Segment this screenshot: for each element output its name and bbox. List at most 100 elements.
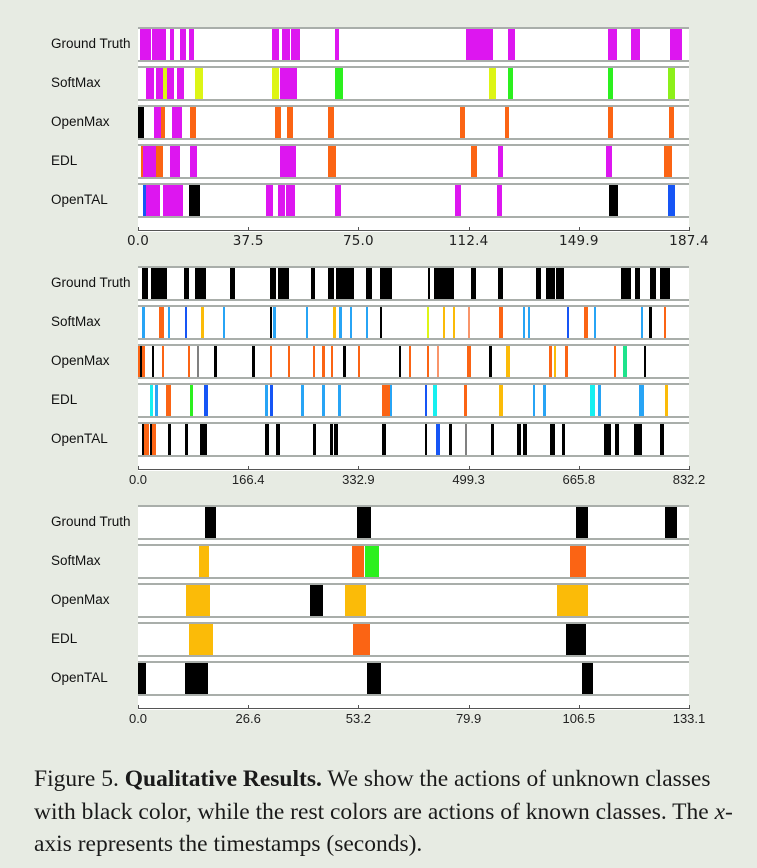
action-segment [498, 268, 504, 299]
timeline-track [138, 266, 689, 301]
action-segment [382, 385, 390, 416]
action-segment [155, 385, 158, 416]
action-segment [199, 546, 210, 577]
action-segment [468, 307, 470, 338]
action-segment [265, 385, 268, 416]
action-segment [189, 185, 201, 216]
action-segment [561, 424, 566, 455]
row-label: SoftMax [51, 314, 101, 329]
action-segment [334, 29, 339, 60]
action-segment [189, 624, 213, 655]
action-segment [464, 385, 468, 416]
caption-text-2: -axis represents the timestamps (seconds… [34, 798, 733, 858]
action-segment [567, 307, 570, 338]
action-segment [488, 346, 492, 377]
row-label: OpenTAL [51, 670, 108, 685]
action-segment [634, 268, 640, 299]
x-tick [578, 705, 580, 709]
action-segment [357, 507, 371, 538]
action-segment [467, 346, 472, 377]
action-segment [425, 424, 428, 455]
timeline-track [138, 27, 689, 62]
x-tick-label: 53.2 [345, 711, 372, 726]
action-segment [364, 546, 379, 577]
action-segment [330, 346, 333, 377]
action-segment [189, 385, 193, 416]
action-segment [322, 346, 325, 377]
action-segment [614, 346, 617, 377]
action-segment [280, 68, 297, 99]
action-segment [276, 424, 280, 455]
action-segment [143, 424, 150, 455]
action-segment [141, 424, 144, 455]
action-segment [282, 29, 291, 60]
action-segment [188, 29, 195, 60]
action-segment [664, 507, 677, 538]
action-segment [643, 346, 647, 377]
action-segment [593, 307, 597, 338]
action-segment [365, 268, 372, 299]
row-label: EDL [51, 153, 78, 168]
timeline-track [138, 422, 689, 457]
action-segment [269, 268, 276, 299]
action-segment [542, 385, 546, 416]
action-segment [288, 346, 291, 377]
action-segment [668, 107, 674, 138]
action-segment [335, 268, 354, 299]
action-segment [334, 68, 344, 99]
action-segment [194, 268, 206, 299]
action-segment [306, 307, 309, 338]
action-segment [566, 624, 587, 655]
action-segment [357, 346, 360, 377]
x-tick-label: 187.4 [669, 233, 709, 249]
action-segment [471, 268, 477, 299]
timeline-track [138, 183, 689, 218]
action-segment [185, 424, 189, 455]
action-segment [604, 424, 612, 455]
action-segment [146, 185, 161, 216]
action-segment [170, 146, 181, 177]
action-segment [426, 307, 429, 338]
row-label: EDL [51, 631, 78, 646]
action-segment [187, 346, 191, 377]
action-segment [638, 385, 644, 416]
x-tick-label: 0.0 [128, 711, 148, 726]
action-segment [333, 424, 338, 455]
timeline-track [138, 661, 689, 696]
action-segment [667, 185, 676, 216]
action-segment [553, 346, 556, 377]
action-segment [161, 346, 165, 377]
action-segment [497, 146, 503, 177]
action-segment [170, 29, 175, 60]
action-segment [497, 185, 503, 216]
action-segment [660, 424, 665, 455]
action-segment [649, 307, 652, 338]
action-segment [183, 268, 189, 299]
action-segment [230, 268, 235, 299]
action-segment [194, 68, 203, 99]
timeline-track [138, 66, 689, 101]
timeline-track [138, 583, 689, 618]
action-segment [146, 68, 155, 99]
action-segment [659, 268, 671, 299]
x-tick [138, 705, 139, 709]
action-segment [408, 346, 411, 377]
action-segment [428, 268, 430, 299]
x-tick-label: 0.0 [126, 233, 150, 249]
action-segment [278, 268, 289, 299]
action-segment [140, 146, 143, 177]
action-segment [664, 146, 672, 177]
action-segment [149, 424, 152, 455]
action-segment [167, 307, 171, 338]
x-tick [248, 466, 250, 470]
action-segment [312, 424, 317, 455]
row-label: OpenMax [51, 353, 110, 368]
x-axis [138, 708, 689, 709]
action-segment [379, 268, 392, 299]
timeline-track [138, 144, 689, 179]
action-segment [339, 307, 342, 338]
action-segment [151, 346, 154, 377]
action-segment [556, 268, 564, 299]
timeline-track [138, 383, 689, 418]
x-tick-label: 832.2 [672, 472, 706, 487]
